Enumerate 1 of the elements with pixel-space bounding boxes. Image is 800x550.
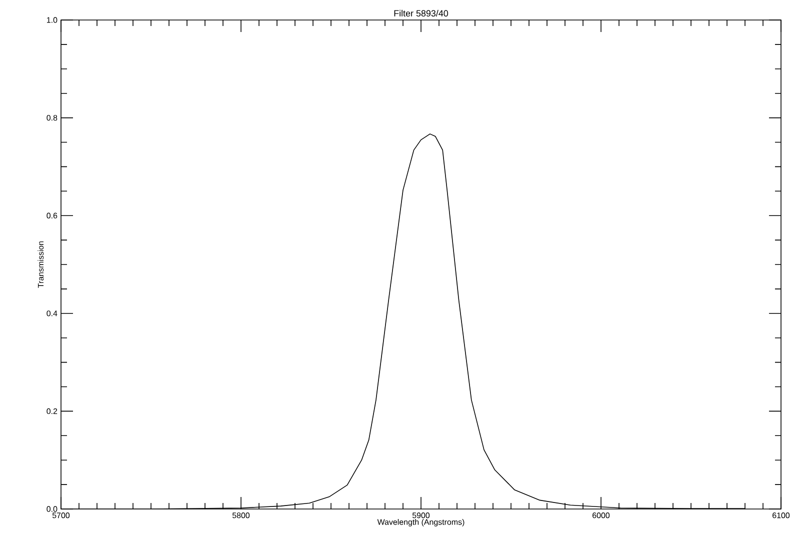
chart-title: Filter 5893/40 xyxy=(394,10,448,17)
